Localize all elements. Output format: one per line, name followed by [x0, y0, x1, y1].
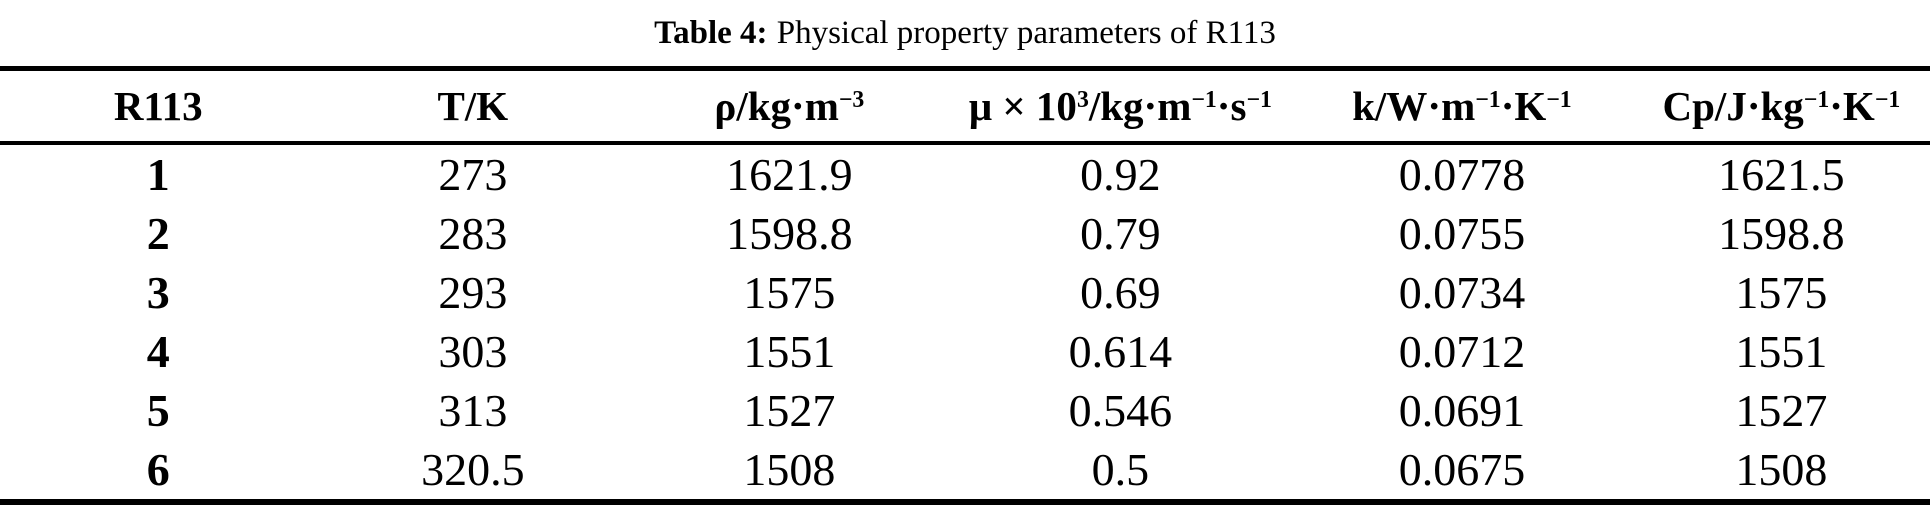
cell-thermal-conductivity: 0.0691	[1398, 385, 1526, 436]
cell-thermal-conductivity: 0.0734	[1398, 267, 1526, 318]
header-superscript: −1	[1546, 86, 1572, 113]
cell-r113: 5	[146, 385, 170, 436]
cell-thermal-conductivity: 0.0712	[1398, 326, 1526, 377]
cell-viscosity: 0.79	[1080, 208, 1161, 259]
header-superscript: −1	[1246, 86, 1272, 113]
cell-density: 1621.9	[726, 149, 853, 200]
header-row: R113 T/K ρ/kg·m−3 μ × 103/kg·m−1·s−1 k/W·m−1…	[0, 69, 1930, 143]
table-row-3: 3 293 1575 0.69 0.0734 1575	[0, 263, 1930, 322]
table-caption: Table 4: Physical property parameters of…	[0, 0, 1930, 66]
table-row-6: 6 320.5 1508 0.5 0.0675 1508	[0, 440, 1930, 502]
cell-temperature: 313	[438, 385, 508, 436]
column-header-r113: R113	[113, 83, 203, 129]
table-row-2: 2 283 1598.8 0.79 0.0755 1598.8	[0, 204, 1930, 263]
cell-thermal-conductivity: 0.0675	[1398, 444, 1526, 495]
header-superscript: −1	[1874, 86, 1901, 113]
column-header-temperature: T/K	[437, 83, 509, 129]
cell-density: 1508	[743, 444, 836, 495]
column-header-thermal-conductivity: k/W·m−1·K−1	[1352, 83, 1572, 129]
header-superscript: −1	[1191, 86, 1217, 113]
table-row-1: 1 273 1621.9 0.92 0.0778 1621.5	[0, 143, 1930, 204]
cell-r113: 2	[146, 208, 170, 259]
table-row-4: 4 303 1551 0.614 0.0712 1551	[0, 322, 1930, 381]
cell-density: 1527	[743, 385, 836, 436]
cell-specific-heat: 1551	[1735, 326, 1828, 377]
table-caption-text: Physical property parameters of R113	[776, 14, 1276, 51]
cell-viscosity: 0.92	[1080, 149, 1161, 200]
cell-specific-heat: 1508	[1735, 444, 1828, 495]
table-caption-label: Table 4:	[654, 14, 768, 51]
physical-properties-table: R113 T/K ρ/kg·m−3 μ × 103/kg·m−1·s−1 k/W·m−1…	[0, 66, 1930, 505]
header-superscript: −1	[1475, 86, 1501, 113]
cell-temperature: 293	[438, 267, 508, 318]
cell-temperature: 303	[438, 326, 508, 377]
cell-specific-heat: 1527	[1735, 385, 1828, 436]
cell-r113: 4	[146, 326, 170, 377]
table-body: 1 273 1621.9 0.92 0.0778 1621.5 2 283 1598.8 0.79…	[0, 143, 1930, 502]
column-header-specific-heat: Cp/J·kg−1·K−1	[1662, 83, 1901, 129]
cell-viscosity: 0.69	[1080, 267, 1161, 318]
header-superscript: 3	[1076, 86, 1089, 113]
cell-thermal-conductivity: 0.0778	[1398, 149, 1526, 200]
header-superscript: −1	[1803, 86, 1830, 113]
table-row-5: 5 313 1527 0.546 0.0691 1527	[0, 381, 1930, 440]
cell-r113: 3	[146, 267, 170, 318]
cell-density: 1598.8	[726, 208, 853, 259]
table-head: R113 T/K ρ/kg·m−3 μ × 103/kg·m−1·s−1 k/W·m−1…	[0, 69, 1930, 143]
cell-thermal-conductivity: 0.0755	[1398, 208, 1526, 259]
cell-density: 1575	[743, 267, 836, 318]
column-header-viscosity: μ × 103/kg·m−1·s−1	[968, 83, 1272, 129]
cell-temperature: 283	[438, 208, 508, 259]
header-superscript: −3	[838, 86, 865, 113]
cell-r113: 6	[146, 444, 170, 495]
cell-density: 1551	[743, 326, 836, 377]
cell-specific-heat: 1598.8	[1718, 208, 1845, 259]
cell-specific-heat: 1621.5	[1718, 149, 1845, 200]
cell-viscosity: 0.5	[1091, 444, 1150, 495]
cell-viscosity: 0.614	[1068, 326, 1173, 377]
cell-viscosity: 0.546	[1068, 385, 1173, 436]
cell-specific-heat: 1575	[1735, 267, 1828, 318]
cell-r113: 1	[146, 149, 170, 200]
cell-temperature: 273	[438, 149, 508, 200]
column-header-density: ρ/kg·m−3	[714, 83, 865, 129]
cell-temperature: 320.5	[421, 444, 525, 495]
